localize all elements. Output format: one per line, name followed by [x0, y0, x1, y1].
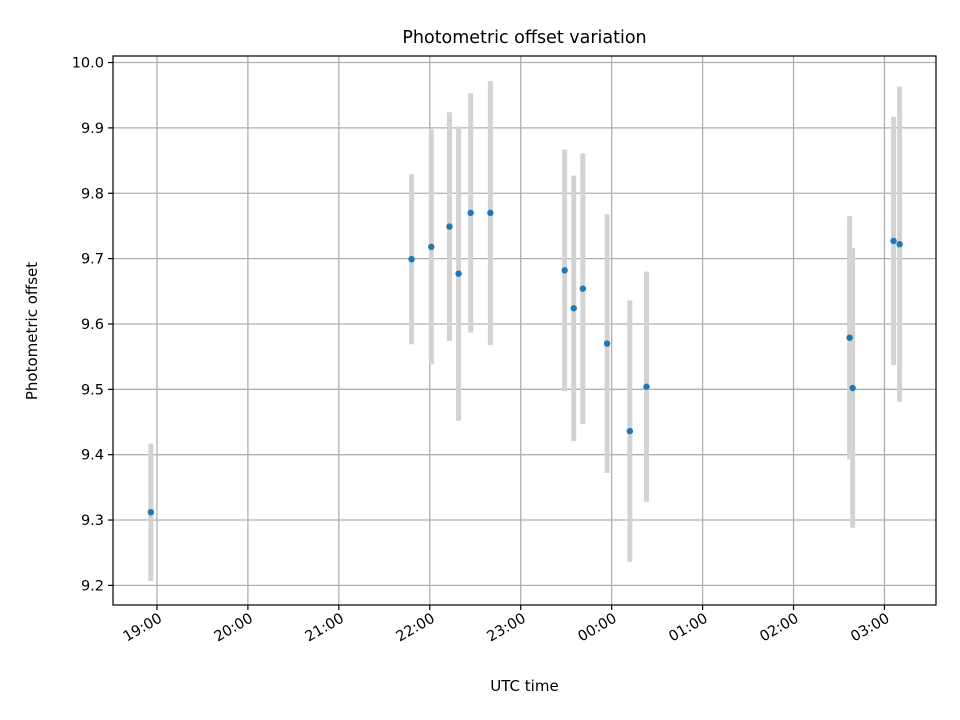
data-point [890, 237, 897, 245]
y-tick-label: 9.5 [81, 382, 104, 398]
data-point [428, 243, 435, 251]
y-tick-label: 9.6 [81, 317, 104, 333]
data-point [561, 267, 568, 274]
grid [113, 56, 936, 605]
axes-frame [112, 55, 937, 606]
data-point [408, 256, 415, 263]
y-tick-label: 9.2 [81, 578, 104, 594]
plot-area [113, 56, 936, 605]
data-point [896, 241, 903, 248]
data-point [446, 223, 453, 230]
y-tick-label: 9.4 [81, 448, 104, 464]
y-axis-title: Photometric offset [23, 262, 41, 400]
data-point [603, 340, 611, 347]
y-tick-label: 9.7 [81, 252, 104, 268]
data-point [643, 383, 650, 390]
y-tick-label: 9.9 [81, 121, 104, 137]
x-axis-title: UTC time [490, 677, 558, 695]
data-point [147, 508, 155, 516]
data-point [579, 285, 587, 292]
data-point [570, 305, 577, 312]
y-tick-label: 10.0 [72, 56, 104, 72]
data-point [455, 270, 462, 277]
chart-title: Photometric offset variation [402, 28, 646, 48]
data-point [467, 209, 474, 217]
y-tick-label: 9.3 [81, 513, 104, 529]
data-point [487, 209, 494, 217]
data-point [849, 384, 856, 392]
data-points [147, 209, 903, 516]
data-point [846, 334, 853, 341]
data-point [626, 427, 634, 435]
y-tick-label: 9.8 [81, 186, 104, 202]
